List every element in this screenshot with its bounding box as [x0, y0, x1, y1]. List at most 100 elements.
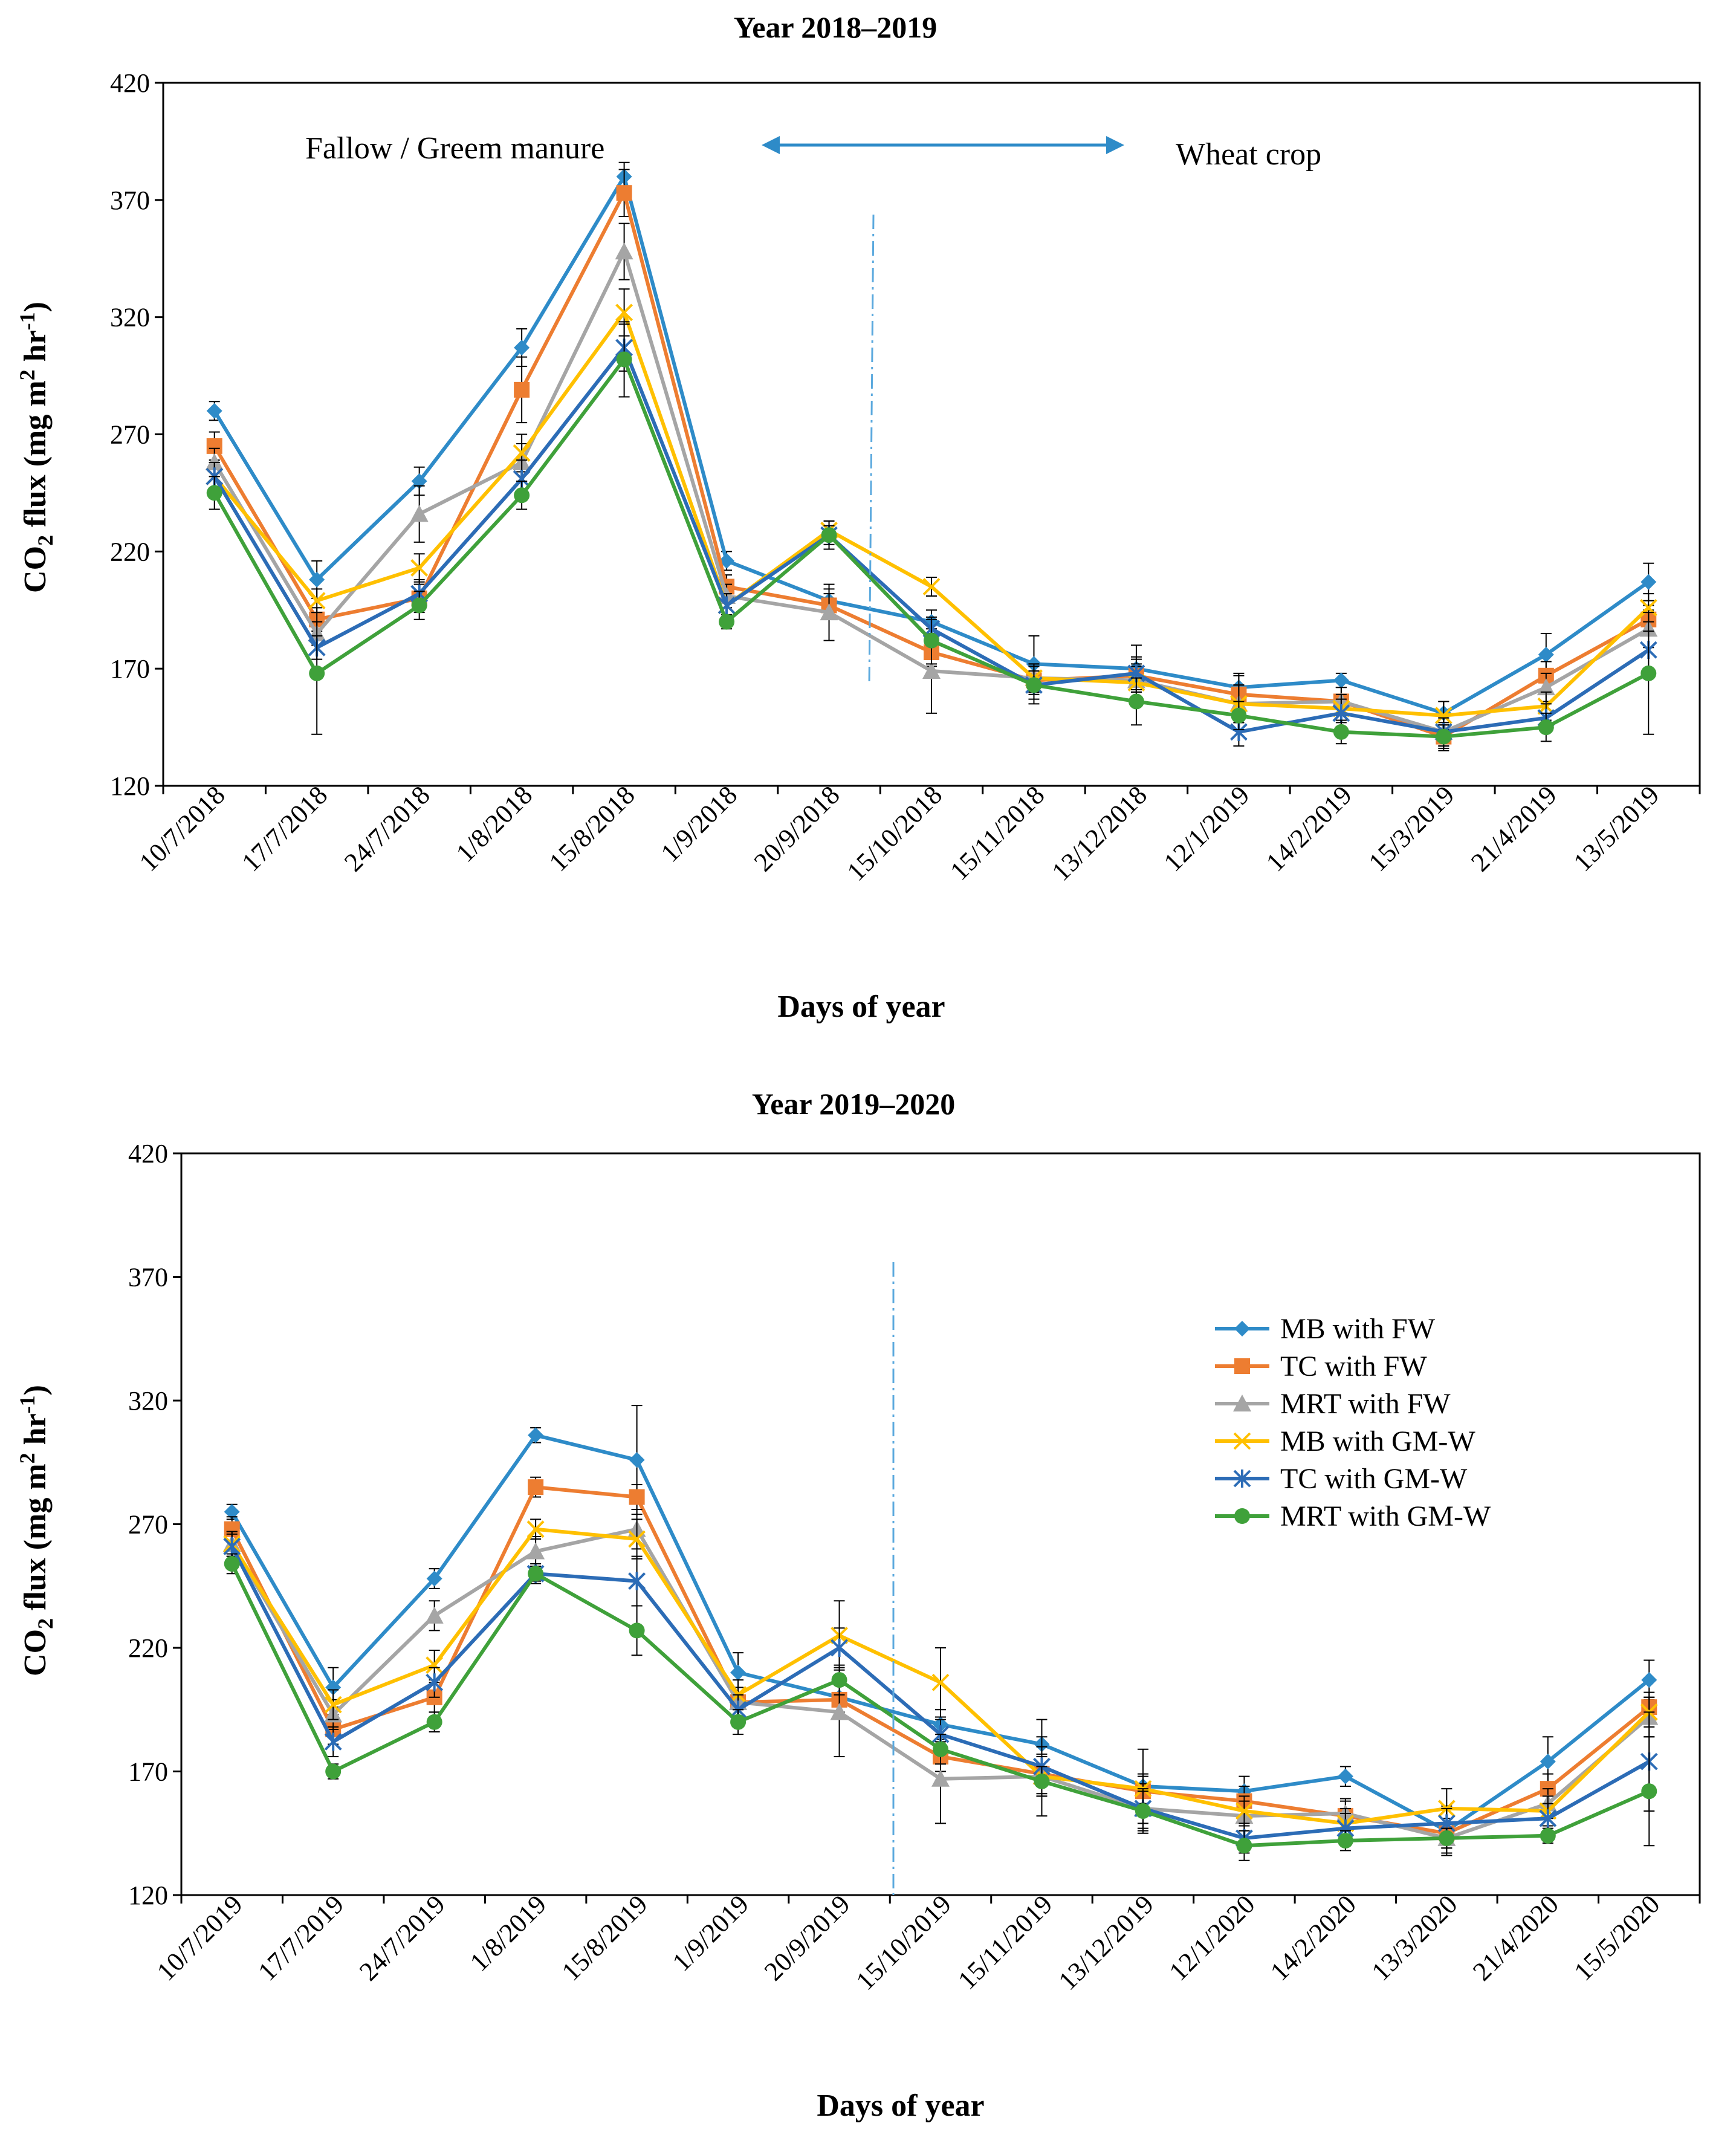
data-point: [1540, 1827, 1556, 1844]
x-tick-label: 14/2/2019: [1260, 780, 1358, 877]
x-tick-label: 1/8/2018: [450, 780, 538, 867]
data-point: [1537, 678, 1555, 696]
data-point: [1231, 707, 1247, 724]
legend-item-mb-with-gm-w: MB with GM-W: [1215, 1425, 1475, 1457]
x-tick-label: 20/9/2019: [759, 1889, 856, 1986]
x-tick-label: 13/3/2020: [1366, 1889, 1463, 1986]
data-point: [1236, 1838, 1252, 1854]
data-point: [931, 1673, 950, 1691]
data-point: [1439, 1830, 1455, 1846]
y-tick-label: 120: [128, 1881, 168, 1910]
data-point: [206, 485, 222, 501]
data-point: [1640, 665, 1657, 681]
data-point: [1235, 1802, 1253, 1820]
data-point: [616, 351, 632, 368]
data-point: [223, 1537, 241, 1556]
data-point: [206, 403, 222, 419]
data-point: [615, 303, 633, 322]
x-tick-label: 12/1/2020: [1164, 1889, 1261, 1986]
data-point: [410, 505, 429, 522]
data-point: [1332, 704, 1350, 722]
data-point: [1640, 574, 1657, 590]
x-tick-label: 13/12/2019: [1053, 1889, 1159, 1995]
series-mrt-with-gm-w: [206, 321, 1657, 749]
data-point: [309, 665, 325, 681]
y-axis-title: CO2 flux (mg m2 hr-1): [15, 1385, 57, 1676]
data-point: [325, 1763, 342, 1780]
legend: MB with FW TC with FW MRT with FW MB with G…: [1215, 1313, 1491, 1532]
legend-item-mrt-with-gm-w: MRT with GM-W: [1215, 1500, 1491, 1532]
x-tick-label: 21/4/2020: [1467, 1889, 1564, 1986]
data-point: [1026, 677, 1042, 693]
data-point: [1539, 1809, 1557, 1828]
data-point: [719, 614, 735, 630]
data-point: [615, 242, 633, 260]
y-tick-label: 420: [128, 1139, 168, 1168]
x-tick-label: 24/7/2018: [338, 780, 436, 877]
x-axis-title: Days of year: [817, 2088, 984, 2123]
x-tick-label: 17/7/2019: [252, 1889, 349, 1986]
legend-item-mrt-with-fw: MRT with FW: [1215, 1388, 1451, 1420]
data-point: [821, 527, 837, 543]
legend-marker: [1234, 1508, 1250, 1524]
data-point: [513, 444, 531, 462]
data-point: [1538, 719, 1554, 736]
data-point: [426, 1570, 442, 1587]
data-point: [628, 1572, 646, 1590]
data-point: [1337, 1768, 1353, 1784]
data-point: [830, 1703, 849, 1720]
y-tick-label: 270: [128, 1510, 168, 1540]
data-point: [528, 1566, 544, 1582]
x-tick-label: 15/10/2019: [850, 1889, 957, 1995]
data-point: [425, 1606, 444, 1624]
data-point: [411, 473, 427, 490]
legend-label: TC with FW: [1280, 1350, 1427, 1382]
y-tick-label: 320: [128, 1386, 168, 1416]
data-point: [526, 1542, 545, 1560]
data-point: [309, 571, 325, 588]
chart-title: Year 2019–2020: [752, 1087, 956, 1121]
y-tick-label: 170: [110, 654, 150, 684]
data-point: [1540, 1754, 1556, 1770]
data-point: [426, 1714, 442, 1730]
data-point: [1434, 707, 1453, 725]
data-point: [1641, 1672, 1657, 1688]
data-point: [528, 1427, 544, 1444]
x-tick-label: 15/5/2020: [1569, 1889, 1666, 1986]
data-point: [922, 578, 941, 595]
x-tick-label: 15/11/2019: [952, 1889, 1058, 1995]
legend-marker: [1234, 1321, 1250, 1337]
data-point: [831, 1672, 847, 1688]
x-tick-label: 20/9/2018: [748, 780, 846, 877]
legend-marker: [1233, 1470, 1251, 1488]
x-tick-label: 15/8/2018: [543, 780, 641, 877]
data-point: [820, 603, 838, 621]
x-tick-label: 15/10/2018: [841, 780, 948, 886]
data-point: [426, 1673, 444, 1692]
x-tick-label: 21/4/2019: [1465, 780, 1563, 877]
data-point: [629, 1622, 645, 1639]
data-point: [526, 1520, 545, 1538]
data-point: [324, 1696, 342, 1714]
chart-2019-2020: Year 2019–2020 12017022027032037042010/7…: [15, 1087, 1701, 2123]
x-tick-label: 17/7/2018: [236, 780, 333, 877]
chart-title: Year 2018–2019: [734, 10, 938, 44]
y-tick-label: 320: [110, 303, 150, 332]
data-point: [1333, 672, 1349, 689]
x-tick-label: 14/2/2020: [1265, 1889, 1362, 1986]
x-tick-label: 1/8/2019: [464, 1889, 552, 1977]
fallow-annotation: Fallow / Greem manure: [305, 131, 604, 166]
legend-item-tc-with-fw: TC with FW: [1215, 1350, 1427, 1382]
data-point: [730, 1714, 747, 1730]
legend-item-mb-with-fw: MB with FW: [1215, 1313, 1436, 1345]
wheat-annotation: Wheat crop: [1176, 137, 1321, 172]
data-point: [324, 1732, 342, 1751]
data-point: [514, 487, 530, 504]
data-point: [514, 381, 530, 398]
legend-marker: [1233, 1432, 1251, 1450]
x-tick-label: 13/5/2019: [1568, 780, 1665, 877]
data-point: [1135, 1803, 1151, 1819]
data-point: [922, 662, 941, 679]
y-tick-label: 370: [128, 1263, 168, 1292]
data-point: [308, 592, 326, 610]
